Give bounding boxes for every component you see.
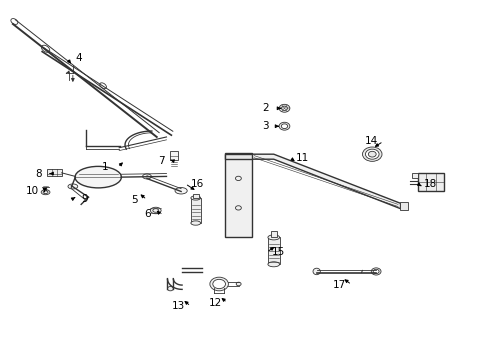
- Polygon shape: [250, 154, 400, 209]
- Ellipse shape: [362, 147, 381, 161]
- Text: 15: 15: [271, 247, 285, 257]
- Text: 5: 5: [131, 195, 138, 205]
- Bar: [270, 231, 276, 237]
- Ellipse shape: [150, 207, 161, 214]
- Text: 13: 13: [172, 301, 185, 311]
- Polygon shape: [224, 154, 251, 159]
- Ellipse shape: [365, 149, 378, 159]
- Bar: [267, 237, 279, 264]
- Text: 4: 4: [75, 53, 82, 63]
- Bar: [190, 198, 200, 223]
- Text: 2: 2: [262, 103, 268, 113]
- Bar: [411, 173, 417, 178]
- Ellipse shape: [75, 166, 121, 188]
- Text: 18: 18: [423, 179, 436, 189]
- Ellipse shape: [312, 268, 320, 275]
- Text: 11: 11: [295, 153, 308, 163]
- FancyBboxPatch shape: [47, 169, 61, 176]
- Ellipse shape: [279, 122, 289, 130]
- Text: 1: 1: [102, 162, 109, 172]
- Text: 17: 17: [332, 280, 346, 290]
- Text: 12: 12: [208, 298, 222, 308]
- Ellipse shape: [281, 124, 287, 129]
- Ellipse shape: [190, 221, 200, 225]
- Bar: [192, 194, 198, 198]
- Text: 10: 10: [26, 186, 39, 197]
- Text: 14: 14: [364, 136, 377, 146]
- Bar: [169, 151, 177, 160]
- Text: 16: 16: [190, 179, 203, 189]
- Ellipse shape: [41, 190, 50, 195]
- Text: 9: 9: [81, 194, 88, 204]
- Ellipse shape: [267, 235, 279, 240]
- Bar: [417, 173, 444, 192]
- Ellipse shape: [212, 279, 225, 289]
- Ellipse shape: [370, 268, 380, 275]
- Bar: [399, 202, 407, 211]
- Ellipse shape: [279, 104, 289, 112]
- Ellipse shape: [190, 196, 200, 200]
- Ellipse shape: [175, 188, 187, 194]
- Text: 7: 7: [158, 156, 164, 166]
- Ellipse shape: [209, 277, 228, 291]
- Ellipse shape: [142, 174, 151, 179]
- Ellipse shape: [68, 184, 78, 189]
- Ellipse shape: [367, 151, 375, 157]
- Ellipse shape: [372, 269, 378, 274]
- Text: 3: 3: [262, 121, 268, 131]
- Ellipse shape: [167, 287, 173, 291]
- Bar: [224, 153, 251, 237]
- Ellipse shape: [267, 262, 279, 267]
- Ellipse shape: [236, 282, 241, 286]
- Text: 8: 8: [35, 168, 41, 179]
- Ellipse shape: [281, 106, 287, 111]
- Text: 6: 6: [144, 209, 151, 219]
